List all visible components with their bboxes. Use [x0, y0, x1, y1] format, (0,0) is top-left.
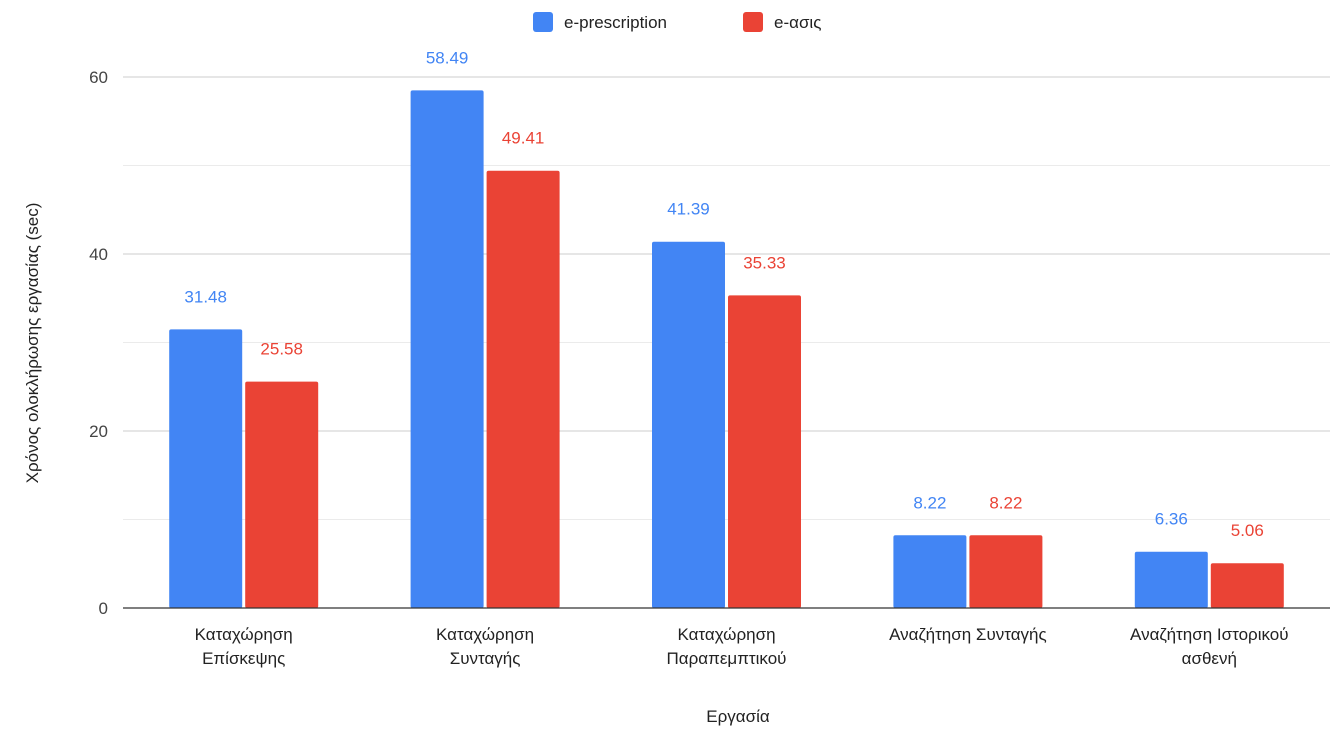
y-tick-label: 40	[89, 245, 108, 264]
x-axis-title: Εργασία	[706, 707, 770, 726]
bar	[245, 381, 319, 608]
data-label: 8.22	[913, 493, 946, 512]
y-tick-label: 20	[89, 422, 108, 441]
x-tick-label: Καταχώρηση Συνταγής	[436, 625, 534, 668]
bar	[486, 170, 560, 608]
data-label: 31.48	[184, 287, 227, 306]
data-label: 5.06	[1231, 521, 1264, 540]
bar	[652, 241, 725, 609]
x-tick-label-line: ασθενή	[1182, 649, 1237, 668]
x-tick-label-line: Καταχώρηση	[436, 625, 534, 644]
x-tick-label: Καταχώρηση Επίσκεψης	[195, 625, 293, 668]
x-tick-label-line: Αναζήτηση Συνταγής	[889, 625, 1047, 644]
x-tick-label-line: Καταχώρηση	[677, 625, 775, 644]
axes: 0 20 40 60 Καταχώρηση Επίσκεψης Καταχώρηση Συντ…	[89, 68, 1330, 668]
y-tick-label: 0	[99, 599, 108, 618]
x-tick-label-line: Αναζήτηση Ιστορικού	[1130, 625, 1288, 644]
bar	[410, 90, 484, 608]
data-label: 49.41	[502, 129, 545, 148]
x-tick-label: Καταχώρηση Παραπεμπτικού	[667, 625, 787, 668]
data-labels: 31.48 25.58 58.49 49.41 41.39 35.33 8.22 8.22 6.…	[184, 48, 1263, 540]
bar	[169, 329, 243, 608]
legend-label: e-prescription	[564, 13, 667, 32]
data-label: 8.22	[989, 493, 1022, 512]
x-tick-label-line: Επίσκεψης	[202, 649, 285, 668]
data-label: 35.33	[743, 253, 786, 272]
legend-label: e-ασις	[774, 13, 821, 32]
legend: e-prescription e-ασις	[533, 12, 821, 32]
x-tick-label: Αναζήτηση Συνταγής	[889, 625, 1047, 644]
data-label: 41.39	[667, 200, 710, 219]
x-tick-label-line: Συνταγής	[450, 649, 521, 668]
x-tick-label-line: Καταχώρηση	[195, 625, 293, 644]
y-axis-title: Χρόνος ολοκλήρωσης εργασίας (sec)	[23, 203, 42, 484]
x-tick-label-line: Παραπεμπτικού	[667, 649, 787, 668]
x-tick-label: Αναζήτηση Ιστορικού ασθενή	[1130, 625, 1288, 668]
data-label: 58.49	[426, 48, 469, 67]
legend-swatch	[533, 12, 553, 32]
bar	[1210, 563, 1284, 608]
bars	[169, 90, 1284, 609]
bar	[969, 535, 1043, 608]
data-label: 25.58	[260, 340, 303, 359]
bar	[1134, 551, 1208, 608]
y-tick-label: 60	[89, 68, 108, 87]
legend-swatch	[743, 12, 763, 32]
data-label: 6.36	[1155, 510, 1188, 529]
gridlines	[123, 76, 1330, 520]
bar	[728, 295, 801, 608]
bar	[893, 535, 967, 608]
